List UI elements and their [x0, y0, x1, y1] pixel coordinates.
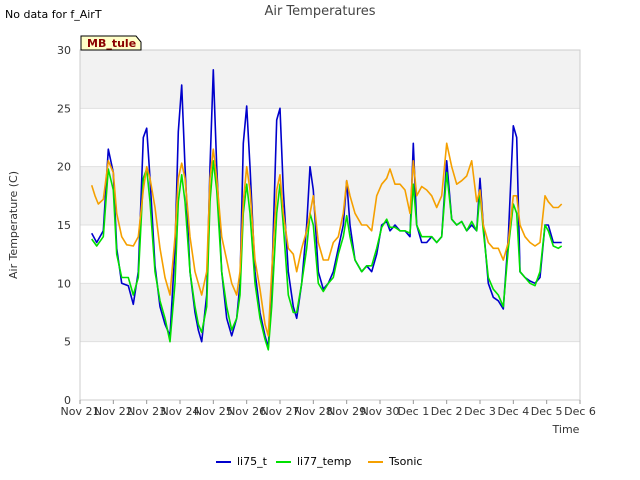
badge-shape [80, 35, 142, 51]
x-tick-label: Dec 3 [464, 405, 496, 418]
legend-label: li75_t [237, 455, 268, 468]
site-badge: MB_tule [80, 35, 142, 51]
x-tick-label: Nov 29 [327, 405, 366, 418]
chart-title: Air Temperatures [264, 4, 375, 19]
x-tick-label: Dec 5 [531, 405, 563, 418]
x-tick-label: Dec 6 [564, 405, 596, 418]
series-line-tsonic [90, 142, 563, 337]
x-tick-label: Dec 4 [497, 405, 529, 418]
legend-label: li77_temp [297, 455, 351, 468]
x-tick-label: Nov 27 [261, 405, 300, 418]
x-tick-label: Nov 30 [361, 405, 400, 418]
x-tick-label: Nov 28 [294, 405, 333, 418]
y-tick-label: 0 [64, 394, 71, 407]
x-tick-label: Dec 2 [431, 405, 463, 418]
legend: li75_t li77_temp Tsonic [216, 455, 422, 468]
x-tick-label: Nov 25 [194, 405, 233, 418]
y-tick-label: 10 [57, 277, 71, 290]
plot-frame [79, 49, 581, 401]
grid-band [80, 50, 580, 109]
x-tick-label: Nov 24 [161, 405, 200, 418]
y-axis-ticks: 0 5 10 15 20 25 30 [57, 44, 71, 407]
badge-label: MB_tule [87, 37, 136, 50]
x-axis-label: Time [552, 423, 580, 436]
x-tick-label: Nov 23 [127, 405, 166, 418]
y-tick-label: 15 [57, 219, 71, 232]
legend-label: Tsonic [388, 455, 422, 468]
background-bands [80, 49, 580, 401]
series-layer [90, 69, 563, 351]
y-tick-label: 20 [57, 161, 71, 174]
y-tick-label: 30 [57, 44, 71, 57]
y-tick-label: 25 [57, 102, 71, 115]
y-tick-label: 5 [64, 336, 71, 349]
x-tick-label: Nov 22 [94, 405, 133, 418]
no-data-note: No data for f_AirT [5, 8, 102, 21]
x-tick-label: Nov 26 [227, 405, 266, 418]
x-tick-label: Nov 21 [61, 405, 100, 418]
x-tick-label: Dec 1 [397, 405, 429, 418]
y-axis-label: Air Temperature (C) [7, 171, 20, 279]
grid-band [80, 166, 580, 225]
